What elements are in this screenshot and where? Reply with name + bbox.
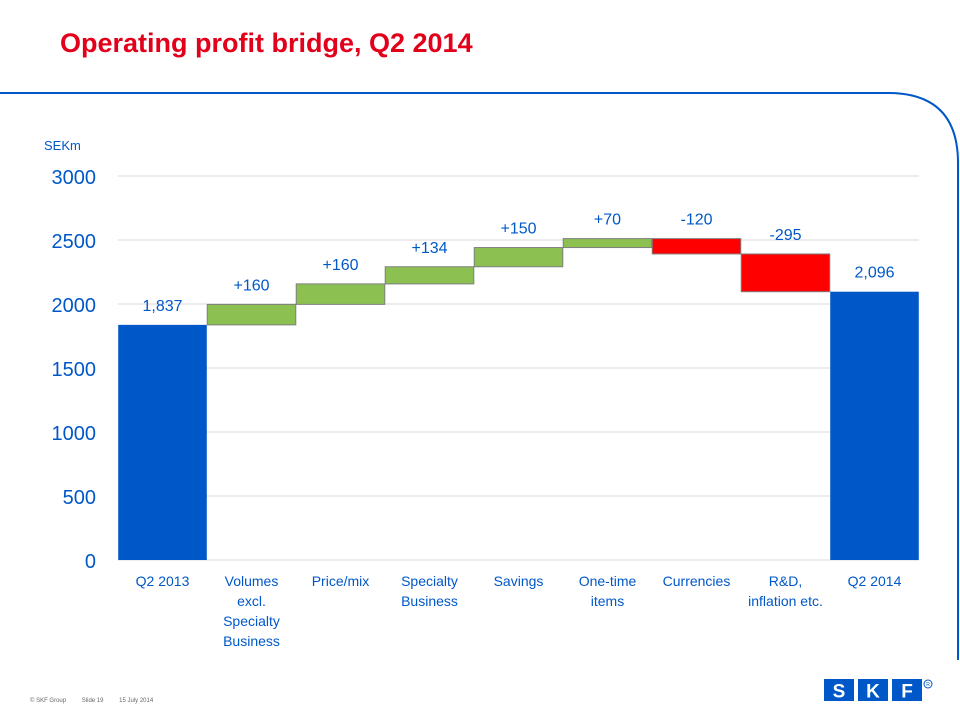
bar-total xyxy=(118,324,207,560)
bar-increase xyxy=(562,238,653,249)
y-tick-label: 0 xyxy=(85,551,96,573)
data-label: +160 xyxy=(322,257,358,274)
bar-decrease xyxy=(740,253,831,293)
svg-text:S: S xyxy=(833,682,846,703)
bar-decrease xyxy=(651,238,742,255)
y-axis-label: SEKm xyxy=(44,138,81,153)
data-label: +70 xyxy=(594,212,621,229)
y-tick-label: 500 xyxy=(63,487,96,509)
svg-text:F: F xyxy=(901,682,913,703)
x-tick-label: Q2 2013 xyxy=(136,573,190,589)
data-label: 1,837 xyxy=(142,298,182,315)
y-tick-label: 3000 xyxy=(52,167,97,189)
bar-total xyxy=(830,291,919,560)
slide-footer: © SKF Group Slide 19 15 July 2014 xyxy=(30,698,167,704)
data-label: -120 xyxy=(680,212,712,229)
svg-text:K: K xyxy=(866,682,880,703)
y-tick-label: 1000 xyxy=(52,423,97,445)
x-tick-label: R&D, inflation etc. xyxy=(748,573,823,609)
bar-increase xyxy=(295,283,386,305)
y-tick-label: 2000 xyxy=(52,295,97,317)
x-tick-label: One-time items xyxy=(579,573,637,609)
data-label: +160 xyxy=(233,277,269,294)
svg-text:R: R xyxy=(926,682,930,688)
x-tick-label: Price/mix xyxy=(312,573,370,589)
slide-title: Operating profit bridge, Q2 2014 xyxy=(60,28,473,58)
data-label: 2,096 xyxy=(854,265,894,282)
y-tick-label: 2500 xyxy=(52,231,97,253)
footer-date: 15 July 2014 xyxy=(119,698,154,704)
data-label: -295 xyxy=(769,227,801,244)
data-label: +150 xyxy=(500,221,536,238)
bar-increase xyxy=(384,266,475,285)
footer-slide-number: Slide 19 xyxy=(81,698,104,704)
x-tick-label: Q2 2014 xyxy=(848,573,902,589)
x-tick-label: Specialty Business xyxy=(401,573,458,609)
x-tick-label: Volumes excl. Specialty Business xyxy=(223,573,280,649)
footer-copyright: © SKF Group xyxy=(30,698,67,704)
data-label: +134 xyxy=(411,240,447,257)
x-tick-label: Savings xyxy=(494,573,544,589)
bar-increase xyxy=(473,247,564,268)
bar-increase xyxy=(206,303,297,326)
skf-logo: S K F R xyxy=(824,679,933,703)
x-tick-label: Currencies xyxy=(663,573,731,589)
y-tick-label: 1500 xyxy=(52,359,97,381)
